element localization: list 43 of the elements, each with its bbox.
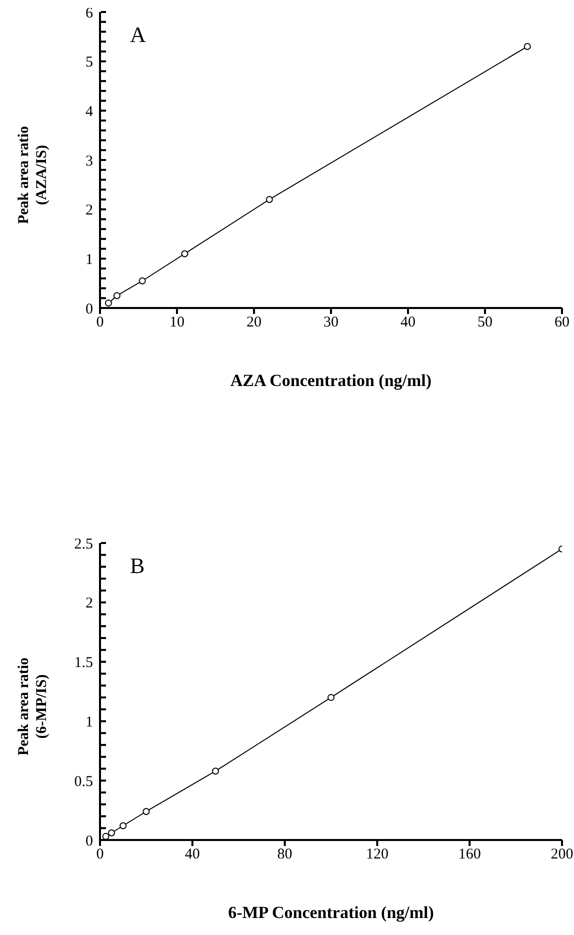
x-tick-label: 30 [324, 314, 338, 331]
y-tick-label: 1.5 [74, 655, 93, 672]
x-tick-label: 10 [170, 314, 184, 331]
x-tick-label: 0 [96, 314, 104, 331]
text: B [130, 553, 145, 578]
point [181, 250, 188, 258]
y-tick-label: 0 [86, 833, 93, 850]
y-tick-label: 2.5 [74, 536, 93, 552]
x-tick-label: 40 [400, 314, 416, 331]
y-axis-title: Peak area ratio (AZA/IS) [16, 126, 50, 224]
x-axis-title: AZA Concentration (ng/ml) [230, 371, 432, 390]
point [212, 768, 219, 775]
point [328, 694, 334, 701]
y-tick-label: 5 [86, 54, 93, 71]
y-axis-title: Peak area ratio (6-MP/IS) [16, 657, 50, 756]
x-tick-label: 200 [550, 846, 574, 863]
x-tick-label: 20 [246, 314, 262, 331]
point [266, 196, 273, 203]
y-tick-label: 2 [86, 596, 93, 612]
point [524, 43, 531, 50]
point [142, 808, 150, 815]
y-tick-label: 1 [86, 252, 93, 268]
point [104, 300, 112, 307]
y-tick-label: 0.5 [74, 774, 93, 790]
x-tick-label: 50 [478, 314, 492, 331]
point [113, 292, 120, 300]
x-tick-label: 80 [277, 846, 292, 863]
x-tick-label: 160 [458, 846, 481, 863]
y-tick-label: 0 [86, 301, 93, 318]
y-tick-label: 4 [86, 104, 94, 120]
point [108, 829, 116, 836]
point [138, 277, 146, 284]
text: A [130, 22, 146, 47]
x-tick-label: 120 [366, 846, 388, 863]
y-tick-label: 1 [86, 714, 93, 731]
point [120, 822, 127, 830]
x-axis-title: 6-MP Concentration (ng/ml) [228, 903, 434, 922]
y-tick-label: 2 [86, 202, 93, 219]
y-tick-label: 3 [86, 153, 93, 170]
x-tick-label: 40 [184, 846, 200, 863]
x-tick-label: 60 [554, 314, 570, 331]
point [102, 832, 110, 840]
x-tick-label: 0 [96, 846, 104, 863]
